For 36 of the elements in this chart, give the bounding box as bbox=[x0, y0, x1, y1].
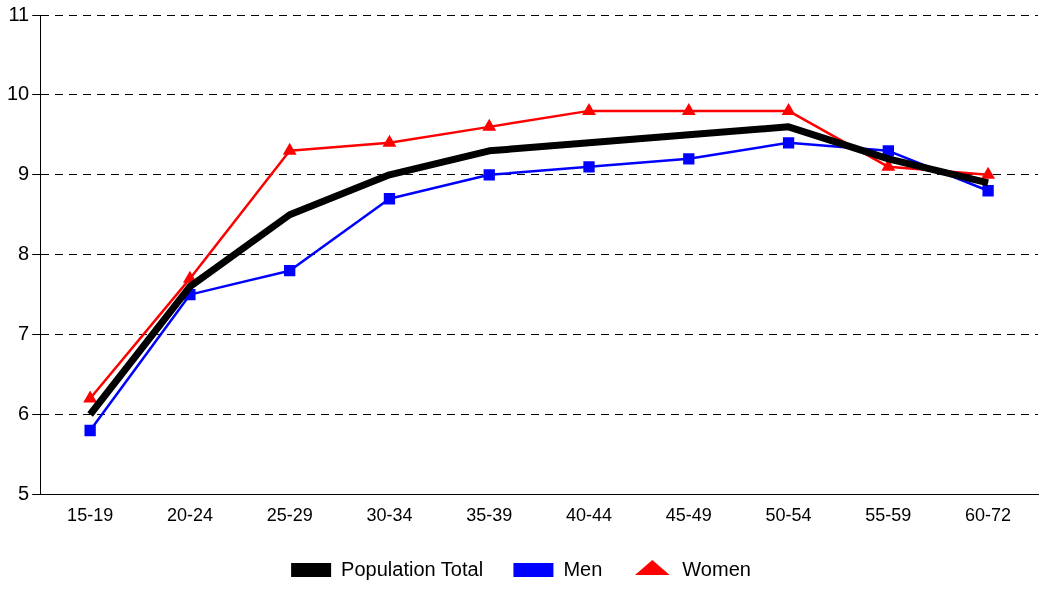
x-tick-label: 40-44 bbox=[565, 505, 613, 526]
x-tick-label: 20-24 bbox=[166, 505, 213, 526]
x-tick-label: 35-39 bbox=[466, 505, 513, 526]
point bbox=[282, 142, 297, 155]
point bbox=[83, 390, 98, 403]
point bbox=[781, 102, 796, 115]
point bbox=[583, 161, 595, 173]
point bbox=[683, 153, 695, 165]
point bbox=[681, 102, 696, 115]
y-tick-label: 7 bbox=[18, 322, 30, 345]
y-tick-label: 11 bbox=[8, 2, 30, 25]
x-tick-label: 55-59 bbox=[865, 505, 912, 526]
point bbox=[981, 166, 996, 179]
legend-label: Women bbox=[682, 557, 751, 580]
y-tick-label: 5 bbox=[18, 481, 30, 504]
point bbox=[84, 424, 96, 437]
x-tick-label: 50-54 bbox=[765, 505, 812, 526]
legend-label: Men bbox=[563, 557, 603, 580]
point bbox=[582, 102, 596, 115]
point bbox=[383, 193, 396, 205]
y-tick-label: 8 bbox=[18, 242, 30, 265]
point bbox=[982, 185, 994, 197]
y-tick-label: 9 bbox=[18, 162, 30, 185]
point bbox=[382, 134, 397, 147]
x-tick-label: 25-29 bbox=[266, 505, 313, 526]
legend-label: Population Total bbox=[341, 557, 484, 580]
point bbox=[284, 265, 296, 277]
x-tick-label: 30-34 bbox=[366, 505, 413, 526]
point bbox=[483, 169, 495, 181]
point bbox=[482, 118, 497, 131]
y-tick-label: 6 bbox=[18, 402, 30, 425]
x-tick-label: 15-19 bbox=[67, 505, 114, 526]
y-tick-label: 10 bbox=[7, 82, 30, 105]
point bbox=[782, 137, 795, 149]
x-tick-label: 60-72 bbox=[965, 505, 1012, 526]
x-tick-label: 45-49 bbox=[665, 505, 712, 526]
